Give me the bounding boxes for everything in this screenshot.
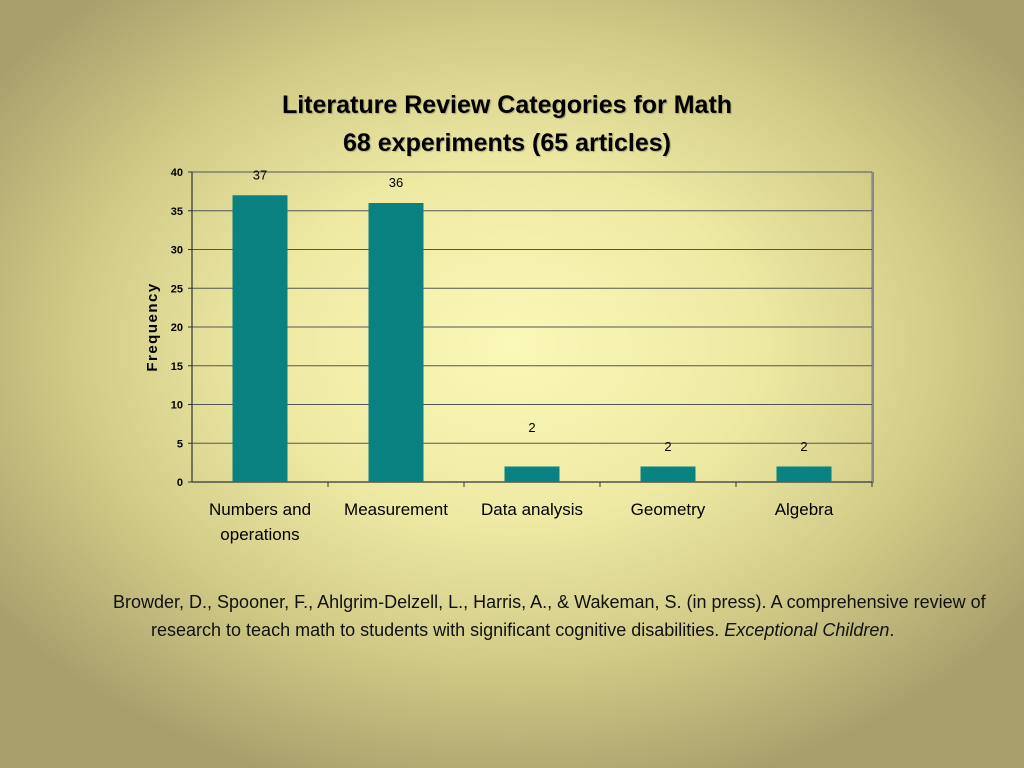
y-tick-label: 30: [171, 245, 183, 257]
y-tick-label: 10: [171, 400, 183, 412]
y-tick-label: 40: [171, 167, 183, 179]
data-label: 2: [664, 439, 671, 454]
bar-1: [232, 195, 288, 482]
bar-4: [640, 466, 696, 482]
data-label: 37: [253, 167, 267, 182]
x-category-label: Numbers and: [209, 500, 311, 519]
y-tick-label: 20: [171, 322, 183, 334]
y-tick-label: 35: [171, 206, 183, 218]
x-category-label: Measurement: [344, 500, 448, 519]
y-tick-label: 5: [177, 438, 183, 450]
citation: Browder, D., Spooner, F., Ahlgrim-Delzel…: [113, 588, 1024, 644]
chart-title: Literature Review Categories for Math: [281, 91, 733, 119]
chart-title-block: Literature Review Categories for Math 68…: [0, 86, 1014, 162]
y-tick-label: 25: [171, 283, 183, 295]
chart-subtitle: 68 experiments (65 articles): [343, 129, 671, 157]
x-category-label: Algebra: [775, 500, 834, 519]
citation-journal: Exceptional Children: [724, 620, 890, 640]
y-tick-label: 0: [177, 477, 183, 489]
bar-2: [368, 203, 424, 482]
x-category-label: operations: [220, 525, 299, 544]
bar-3: [504, 466, 560, 482]
bar-5: [776, 466, 832, 482]
x-category-label: Data analysis: [481, 500, 583, 519]
citation-end: .: [889, 620, 895, 640]
data-label: 2: [800, 439, 807, 454]
data-label: 36: [389, 175, 403, 190]
citation-text: Browder, D., Spooner, F., Ahlgrim-Delzel…: [113, 592, 986, 640]
data-label: 2: [528, 420, 535, 435]
x-category-label: Geometry: [631, 500, 706, 519]
y-tick-label: 15: [171, 361, 183, 373]
y-axis-label: Frequency: [144, 282, 161, 371]
